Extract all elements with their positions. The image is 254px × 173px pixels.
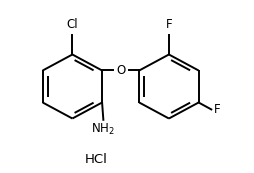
Text: HCl: HCl xyxy=(85,153,108,166)
Text: O: O xyxy=(116,64,125,77)
Text: Cl: Cl xyxy=(67,18,78,31)
Text: F: F xyxy=(166,18,172,31)
Text: F: F xyxy=(214,103,220,116)
Text: NH$_2$: NH$_2$ xyxy=(91,122,115,138)
